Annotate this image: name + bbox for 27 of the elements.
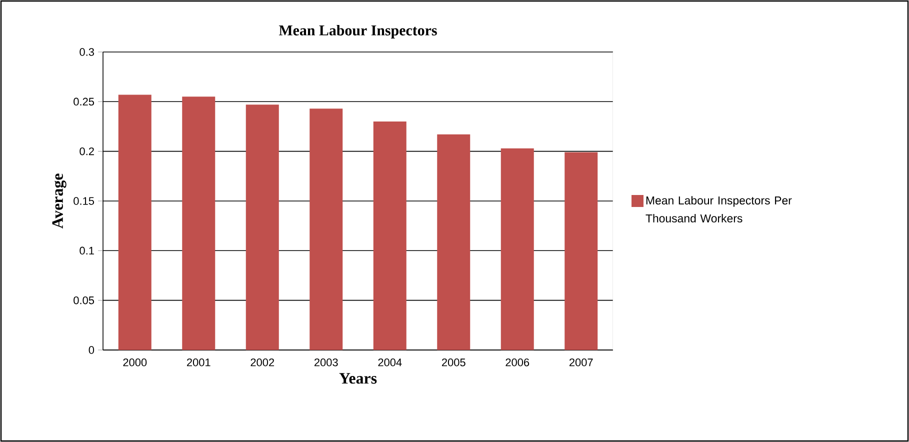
bar: [310, 108, 343, 350]
x-axis-title: Years: [339, 373, 377, 384]
x-tick-label: 2004: [378, 358, 402, 366]
bar: [437, 134, 470, 350]
y-tick-label: 0.25: [74, 98, 94, 106]
bar: [564, 152, 598, 350]
y-tick-label: 0.05: [74, 296, 94, 304]
bar: [182, 96, 216, 350]
x-tick-label: 2003: [314, 358, 338, 366]
y-axis-title: Average: [52, 174, 66, 229]
y-tick-label: 0.15: [74, 197, 94, 205]
bar: [246, 104, 279, 350]
x-tick-label: 2005: [442, 358, 466, 366]
x-tick-label: 2007: [569, 358, 593, 366]
legend-label: Mean Labour Inspectors Per Thousand Workers: [646, 196, 792, 222]
bar: [118, 94, 152, 350]
y-tick-label: 0.2: [80, 147, 94, 156]
x-tick-label: 2001: [186, 358, 210, 366]
y-tick-label: 0.3: [80, 48, 94, 56]
chart-title: Mean Labour Inspectors: [278, 24, 437, 38]
x-tick-label: 2000: [123, 358, 147, 366]
x-tick-label: 2002: [250, 358, 274, 366]
y-tick-label: 0.1: [80, 246, 94, 255]
y-tick-label: 0: [88, 346, 94, 354]
x-tick-label: 2006: [506, 358, 530, 366]
bar: [373, 122, 406, 350]
bar: [500, 148, 534, 350]
